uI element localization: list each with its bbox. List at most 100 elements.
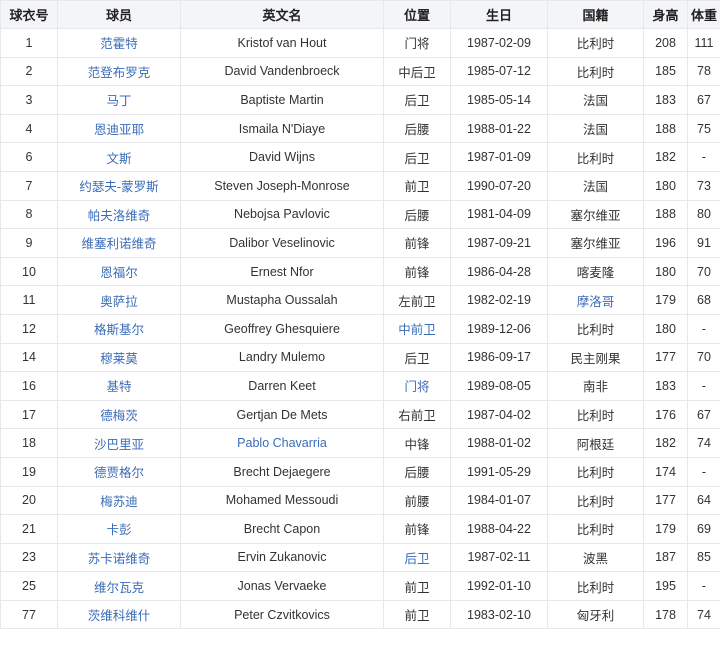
player-name-link[interactable]: 德贾格尔: [93, 466, 144, 481]
cell-weight: 74: [687, 428, 720, 458]
cell-birthday: 1990-07-20: [450, 170, 548, 201]
cell-weight: 80: [687, 199, 720, 230]
cell-nationality: 比利时: [547, 142, 644, 172]
cell-weight: 111: [687, 28, 720, 58]
column-header-weight: 体重: [687, 0, 720, 29]
cell-position: 后腰: [383, 199, 451, 230]
player-name-link[interactable]: 梅苏迪: [100, 494, 138, 509]
cell-player-name: 卡彭: [57, 514, 181, 544]
cell-position: 前卫: [383, 170, 451, 201]
player-name-link[interactable]: 茨维科维什: [87, 609, 151, 624]
cell-position: 后卫: [383, 142, 451, 172]
player-name-link[interactable]: 穆莱莫: [100, 351, 138, 366]
cell-english-name: Ervin Zukanovic: [180, 542, 384, 573]
column-header-player-name: 球员: [57, 0, 181, 29]
cell-player-name: 范登布罗克: [57, 56, 181, 87]
column-header-jersey-number: 球衣号: [0, 0, 58, 29]
cell-height: 187: [643, 542, 688, 573]
cell-weight: 74: [687, 599, 720, 630]
table-row: 25 维尔瓦克 Jonas Vervaeke 前卫 1992-01-10 比利时 195-: [0, 571, 720, 601]
cell-birthday: 1986-09-17: [450, 342, 548, 373]
cell-player-name: 维尔瓦克: [57, 571, 181, 601]
position-link[interactable]: 中前卫: [398, 323, 436, 338]
player-name-link[interactable]: 恩福尔: [100, 266, 138, 281]
cell-player-name: 恩迪亚耶: [57, 113, 181, 144]
cell-nationality: 喀麦隆: [547, 256, 644, 287]
player-name-link[interactable]: 德梅茨: [100, 409, 138, 424]
cell-english-name: Geoffrey Ghesquiere: [180, 313, 384, 344]
cell-english-name: Ismaila N'Diaye: [180, 113, 384, 144]
player-name-link[interactable]: 基特: [106, 380, 132, 395]
cell-nationality: 比利时: [547, 571, 644, 601]
cell-position: 前锋: [383, 514, 451, 544]
table-header: 球衣号 球员 英文名 位置 生日 国籍 身高 体重: [0, 0, 720, 29]
cell-jersey-number: 18: [0, 428, 58, 458]
cell-height: 182: [643, 428, 688, 458]
player-name-link[interactable]: 维尔瓦克: [93, 580, 144, 595]
player-name-link[interactable]: 沙巴里亚: [93, 437, 144, 452]
cell-height: 177: [643, 485, 688, 516]
cell-position: 后腰: [383, 113, 451, 144]
cell-birthday: 1987-04-02: [450, 399, 548, 430]
cell-weight: -: [687, 313, 720, 344]
player-name-link[interactable]: 格斯基尔: [93, 323, 144, 338]
player-name-link[interactable]: 帕夫洛维奇: [87, 208, 151, 223]
player-name-link[interactable]: 文斯: [106, 151, 132, 166]
english-name-link[interactable]: Pablo Chavarria: [237, 436, 327, 451]
cell-birthday: 1988-01-02: [450, 428, 548, 458]
cell-english-name: Mustapha Oussalah: [180, 285, 384, 315]
player-name-link[interactable]: 维塞利诺维奇: [81, 237, 157, 252]
cell-weight: 75: [687, 113, 720, 144]
player-name-link[interactable]: 奥萨拉: [100, 294, 138, 309]
player-name-link[interactable]: 马丁: [106, 94, 132, 109]
cell-english-name: Landry Mulemo: [180, 342, 384, 373]
cell-height: 185: [643, 56, 688, 87]
player-name-link[interactable]: 范登布罗克: [87, 65, 151, 80]
cell-english-name: Dalibor Veselinovic: [180, 228, 384, 258]
cell-player-name: 奥萨拉: [57, 285, 181, 315]
cell-jersey-number: 77: [0, 599, 58, 630]
player-name-link[interactable]: 恩迪亚耶: [93, 123, 144, 138]
cell-position: 后卫: [383, 342, 451, 373]
table-row: 10 恩福尔 Ernest Nfor 前锋 1986-04-28 喀麦隆 180 70: [0, 256, 720, 287]
player-name-link[interactable]: 约瑟夫-蒙罗斯: [79, 180, 159, 195]
cell-position: 前锋: [383, 228, 451, 258]
position-link[interactable]: 后卫: [404, 551, 430, 566]
table-row: 2 范登布罗克 David Vandenbroeck 中后卫 1985-07-12 比利时…: [0, 56, 720, 87]
nationality-link[interactable]: 摩洛哥: [576, 294, 615, 309]
cell-birthday: 1989-08-05: [450, 371, 548, 401]
column-header-birthday: 生日: [450, 0, 548, 29]
cell-player-name: 茨维科维什: [57, 599, 181, 630]
player-name-link[interactable]: 卡彭: [106, 523, 132, 538]
cell-player-name: 帕夫洛维奇: [57, 199, 181, 230]
table-row: 4 恩迪亚耶 Ismaila N'Diaye 后腰 1988-01-22 法国 188 75: [0, 113, 720, 144]
cell-nationality: 波黑: [547, 542, 644, 573]
cell-weight: 70: [687, 256, 720, 287]
player-name-link[interactable]: 苏卡诺维奇: [87, 551, 151, 566]
cell-player-name: 沙巴里亚: [57, 428, 181, 458]
table-row: 16 基特 Darren Keet 门将 1989-08-05 南非 183-: [0, 371, 720, 401]
cell-height: 195: [643, 571, 688, 601]
cell-height: 177: [643, 342, 688, 373]
cell-player-name: 苏卡诺维奇: [57, 542, 181, 573]
cell-jersey-number: 23: [0, 542, 58, 573]
cell-height: 176: [643, 399, 688, 430]
cell-birthday: 1992-01-10: [450, 571, 548, 601]
cell-nationality: 南非: [547, 371, 644, 401]
cell-jersey-number: 25: [0, 571, 58, 601]
cell-player-name: 约瑟夫-蒙罗斯: [57, 170, 181, 201]
cell-birthday: 1987-02-11: [450, 542, 548, 573]
cell-weight: 73: [687, 170, 720, 201]
cell-english-name: Baptiste Martin: [180, 85, 384, 115]
cell-height: 179: [643, 285, 688, 315]
cell-height: 208: [643, 28, 688, 58]
cell-player-name: 德梅茨: [57, 399, 181, 430]
table-row: 8 帕夫洛维奇 Nebojsa Pavlovic 后腰 1981-04-09 塞尔维亚 18…: [0, 199, 720, 230]
cell-height: 178: [643, 599, 688, 630]
player-name-link[interactable]: 范霍特: [100, 37, 138, 52]
position-link[interactable]: 门将: [404, 380, 430, 395]
cell-weight: -: [687, 142, 720, 172]
cell-weight: 91: [687, 228, 720, 258]
cell-nationality: 阿根廷: [547, 428, 644, 458]
cell-player-name: 穆莱莫: [57, 342, 181, 373]
